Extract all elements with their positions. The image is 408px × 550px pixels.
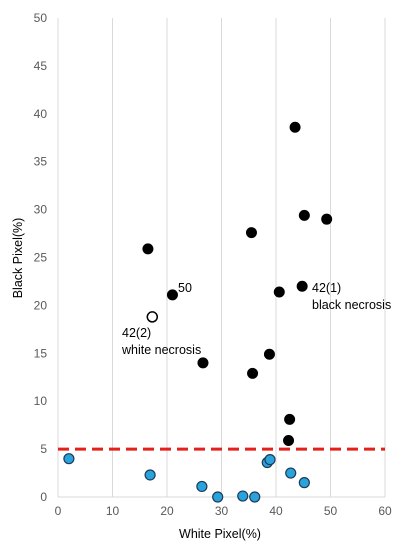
black-filled-point-0 <box>289 121 301 133</box>
y-tick-label-15: 15 <box>34 346 48 360</box>
blue-filled-point-1 <box>144 469 156 481</box>
black-filled-point-8 <box>263 348 275 360</box>
y-tick-label-35: 35 <box>34 155 48 169</box>
y-tick-label-30: 30 <box>34 203 48 217</box>
black-filled-point-4 <box>142 243 154 255</box>
x-axis-title: White Pixel(%) <box>179 527 261 541</box>
x-tick-label-20: 20 <box>160 504 174 518</box>
annotation-white-necrosis: white necrosis <box>121 343 201 357</box>
x-tick-label-40: 40 <box>269 504 283 518</box>
x-axis-ticks: 0 10 20 30 40 50 60 <box>55 504 392 518</box>
blue-filled-point-4 <box>237 490 249 502</box>
annotation-42-2: 42(2) <box>122 326 151 340</box>
x-tick-label-50: 50 <box>324 504 338 518</box>
black-filled-point-9 <box>197 357 209 369</box>
black-filled-point-5 <box>296 280 308 292</box>
grid <box>57 18 386 498</box>
blue-filled-point-5 <box>249 491 261 503</box>
blue-filled-point-2 <box>196 480 208 493</box>
annotation-black-necrosis: black necrosis <box>312 298 391 312</box>
open-circle-point-0 <box>146 311 159 323</box>
black-filled-point-3 <box>245 227 257 239</box>
black-filled-point-6 <box>166 289 178 301</box>
blue-filled-point-3 <box>212 491 224 503</box>
y-tick-label-45: 45 <box>34 59 48 73</box>
x-tick-label-10: 10 <box>106 504 120 518</box>
y-tick-label-20: 20 <box>34 298 48 312</box>
black-filled-point-10 <box>247 367 259 379</box>
data-points <box>63 121 333 503</box>
y-tick-label-10: 10 <box>34 394 48 408</box>
blue-filled-point-8 <box>285 467 297 479</box>
y-axis-ticks: 0 5 10 15 20 25 30 35 40 45 50 <box>34 11 48 504</box>
annotation-50: 50 <box>178 281 192 295</box>
y-tick-label-50: 50 <box>34 11 48 25</box>
black-filled-point-1 <box>298 209 310 221</box>
y-axis-title: Black Pixel(%) <box>11 218 25 299</box>
y-tick-label-40: 40 <box>34 107 48 121</box>
black-filled-point-7 <box>273 286 285 298</box>
x-tick-label-60: 60 <box>378 504 392 518</box>
x-tick-label-30: 30 <box>215 504 229 518</box>
x-tick-label-0: 0 <box>55 504 62 518</box>
y-tick-label-0: 0 <box>40 490 47 504</box>
blue-filled-point-0 <box>63 453 75 465</box>
black-filled-point-12 <box>283 434 295 446</box>
y-tick-label-5: 5 <box>40 442 47 456</box>
black-filled-point-11 <box>284 413 296 425</box>
blue-filled-point-7 <box>264 454 276 466</box>
y-tick-label-25: 25 <box>34 251 48 265</box>
black-filled-point-2 <box>321 213 333 225</box>
annotation-42-1: 42(1) <box>312 281 341 295</box>
blue-filled-point-9 <box>298 477 310 489</box>
